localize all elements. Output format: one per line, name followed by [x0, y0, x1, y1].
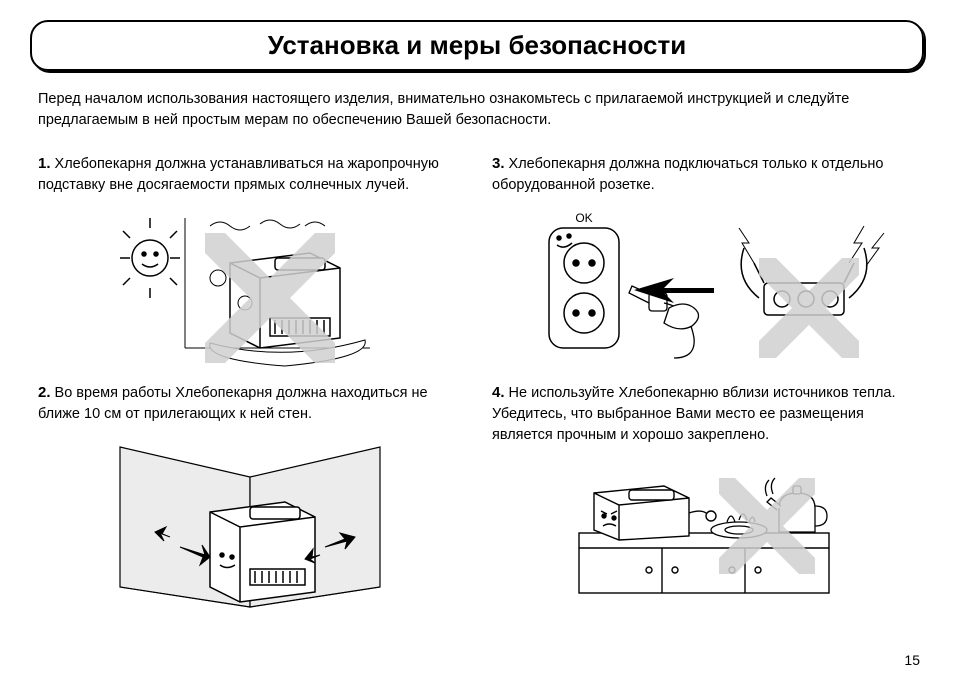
right-column: 3. Хлебопекарня должна подключаться толь…	[492, 153, 916, 626]
item-2-num: 2.	[38, 384, 51, 401]
item-2-text: 2. Во время работы Хлебопекарня должна н…	[38, 382, 462, 425]
item-4: 4. Не используйте Хлебопекарню вблизи ис…	[492, 382, 916, 446]
title-box: Установка и меры безопасности	[30, 20, 924, 71]
illustration-1	[38, 208, 462, 368]
content-columns: 1. Хлебопекарня должна устанавливаться н…	[30, 153, 924, 626]
illustration-3: OK	[492, 208, 916, 368]
item-3: 3. Хлебопекарня должна подключаться толь…	[492, 153, 916, 196]
item-4-text: 4. Не используйте Хлебопекарню вблизи ис…	[492, 382, 916, 446]
illustration-2	[38, 437, 462, 612]
item-1: 1. Хлебопекарня должна устанавливаться н…	[38, 153, 462, 196]
item-2: 2. Во время работы Хлебопекарня должна н…	[38, 382, 462, 425]
item-3-text: 3. Хлебопекарня должна подключаться толь…	[492, 153, 916, 196]
item-4-body: Не используйте Хлебопекарню вблизи источ…	[492, 385, 896, 443]
heat-source-icon	[549, 458, 859, 608]
item-2-body: Во время работы Хлебопекарня должна нахо…	[38, 385, 428, 422]
outlet-icon: OK	[514, 208, 894, 368]
item-3-num: 3.	[492, 155, 505, 172]
intro-text: Перед началом использования настоящего и…	[38, 89, 916, 131]
page-title: Установка и меры безопасности	[52, 30, 902, 61]
wall-distance-icon	[110, 437, 390, 612]
left-column: 1. Хлебопекарня должна устанавливаться н…	[38, 153, 462, 626]
item-1-text: 1. Хлебопекарня должна устанавливаться н…	[38, 153, 462, 196]
item-1-num: 1.	[38, 155, 51, 172]
item-4-num: 4.	[492, 384, 505, 401]
svg-text:OK: OK	[575, 211, 592, 225]
sun-breadmaker-icon	[110, 208, 390, 368]
page-number: 15	[904, 652, 920, 668]
illustration-4	[492, 458, 916, 608]
item-3-body: Хлебопекарня должна подключаться только …	[492, 156, 883, 193]
item-1-body: Хлебопекарня должна устанавливаться на ж…	[38, 156, 439, 193]
